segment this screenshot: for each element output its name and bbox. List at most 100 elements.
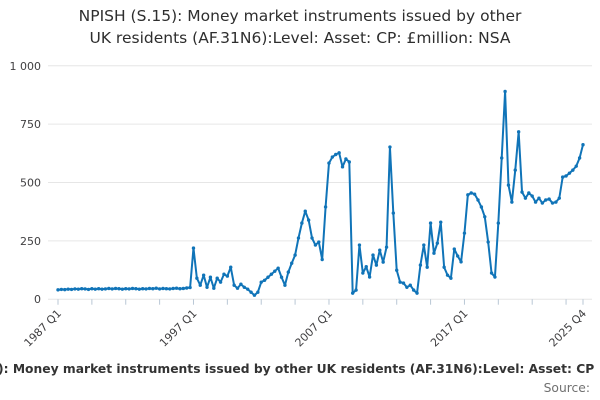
data-point <box>452 247 456 251</box>
data-point <box>466 193 470 197</box>
x-tick-label: 1987 Q1 <box>22 307 65 350</box>
data-markers <box>56 89 585 297</box>
data-point <box>191 246 196 250</box>
data-point <box>340 165 345 169</box>
data-point <box>286 270 291 274</box>
x-tick-label: 2017 Q1 <box>428 307 471 350</box>
data-point <box>411 288 416 292</box>
data-point <box>544 198 548 202</box>
data-point <box>496 221 501 225</box>
data-point <box>83 287 87 291</box>
x-tick-label: 1997 Q1 <box>157 307 200 350</box>
data-point <box>171 286 175 291</box>
data-point <box>317 240 321 244</box>
data-point <box>144 287 148 291</box>
data-point <box>93 287 97 291</box>
data-point <box>486 240 490 244</box>
source-label: Source: <box>543 381 590 395</box>
data-point <box>364 265 368 269</box>
chart-title-line2: UK residents (AF.31N6):Level: Asset: CP:… <box>89 29 511 47</box>
data-point <box>154 286 158 290</box>
data-point <box>59 287 64 292</box>
data-point <box>198 283 202 287</box>
data-point <box>378 248 382 252</box>
data-point <box>266 275 270 279</box>
data-point <box>560 175 565 179</box>
data-point <box>218 280 223 284</box>
data-point <box>567 171 572 175</box>
data-point <box>100 287 104 291</box>
data-point <box>117 287 121 291</box>
data-point <box>472 192 477 196</box>
x-axis-ticks <box>57 299 584 305</box>
data-point <box>449 276 453 280</box>
data-point <box>86 287 91 292</box>
data-point <box>445 273 450 277</box>
data-point <box>500 156 504 160</box>
data-point <box>435 241 440 245</box>
gridlines <box>48 65 592 300</box>
data-point <box>374 263 379 267</box>
data-point <box>73 287 77 291</box>
data-point <box>235 286 240 290</box>
data-point <box>439 220 443 224</box>
data-point <box>462 231 467 235</box>
data-point <box>249 290 253 294</box>
data-point <box>540 201 545 205</box>
data-point <box>188 285 192 290</box>
data-point <box>516 130 521 134</box>
data-point <box>523 196 528 200</box>
data-point <box>69 287 74 292</box>
data-point <box>479 205 484 209</box>
data-point <box>520 190 524 194</box>
data-point <box>103 287 108 291</box>
data-point <box>455 254 460 258</box>
data-point <box>564 174 568 178</box>
data-point <box>384 245 389 249</box>
data-point <box>137 287 141 291</box>
data-point <box>530 194 534 198</box>
data-point <box>398 280 402 284</box>
data-point <box>476 198 480 202</box>
data-point <box>174 286 179 290</box>
data-point <box>80 287 84 291</box>
data-point <box>405 285 409 289</box>
data-point <box>96 287 101 291</box>
data-point <box>113 286 118 291</box>
data-point <box>151 287 155 291</box>
data-point <box>164 287 169 291</box>
data-point <box>327 161 331 165</box>
data-point <box>408 283 412 287</box>
data-point <box>550 201 555 205</box>
data-point <box>577 156 582 160</box>
data-point <box>110 287 114 291</box>
data-point <box>432 251 436 255</box>
data-point <box>574 164 578 168</box>
data-point <box>242 285 246 289</box>
data-point <box>381 260 385 264</box>
data-point <box>212 286 216 290</box>
data-point <box>256 290 260 294</box>
data-point <box>215 276 219 280</box>
data-point <box>232 283 236 287</box>
data-point <box>347 160 351 164</box>
data-point <box>107 286 111 291</box>
data-point <box>63 287 67 292</box>
data-point <box>547 197 551 201</box>
x-tick-label: 2025 Q4 <box>547 307 590 350</box>
data-point <box>554 200 558 204</box>
data-point <box>350 291 355 295</box>
data-point <box>323 205 328 209</box>
data-point <box>201 273 206 277</box>
data-point <box>425 265 429 269</box>
data-point <box>371 253 375 257</box>
data-point <box>557 196 561 200</box>
data-point <box>469 191 473 195</box>
y-axis-labels: 0 250 500 750 1 000 <box>10 60 42 306</box>
data-point <box>283 283 287 287</box>
y-tick-label: 1 000 <box>10 60 42 73</box>
y-tick-label: 500 <box>20 177 41 190</box>
data-point <box>330 155 335 159</box>
data-point <box>245 287 250 291</box>
data-point <box>388 145 392 149</box>
